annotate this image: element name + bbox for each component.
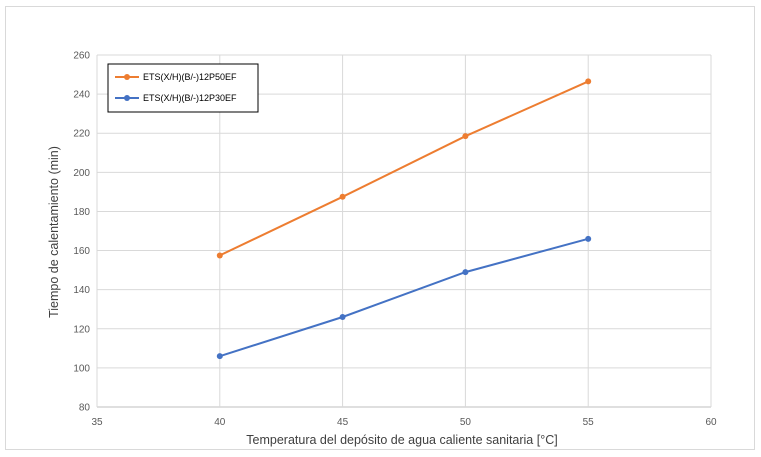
data-point xyxy=(339,193,346,200)
y-tick-label: 120 xyxy=(73,324,90,335)
x-tick-label: 60 xyxy=(705,417,717,428)
legend: ETS(X/H)(B/-)12P50EF ETS(X/H)(B/-)12P30EF xyxy=(107,63,259,113)
legend-label: ETS(X/H)(B/-)12P50EF xyxy=(143,72,237,82)
legend-item: ETS(X/H)(B/-)12P50EF xyxy=(115,72,237,82)
x-tick-label: 45 xyxy=(337,417,349,428)
x-tick-label: 35 xyxy=(91,417,103,428)
data-point xyxy=(462,269,469,276)
y-tick-label: 160 xyxy=(73,246,90,257)
axes: 80 100 120 140 160 180 200 220 240 260 35 40 45 50 55 6… xyxy=(73,51,717,429)
series-2 xyxy=(216,235,592,360)
legend-swatch-marker xyxy=(124,95,130,101)
y-tick-label: 80 xyxy=(79,403,91,414)
series-line xyxy=(219,237,589,358)
series-1 xyxy=(216,78,592,259)
data-point xyxy=(462,133,469,140)
legend-items: ETS(X/H)(B/-)12P50EF ETS(X/H)(B/-)12P30EF xyxy=(115,72,237,103)
x-tick-label: 50 xyxy=(460,417,472,428)
y-tick-label: 260 xyxy=(73,51,90,62)
x-axis-title: Temperatura del depósito de agua calient… xyxy=(246,433,557,447)
legend-swatch-marker xyxy=(124,74,130,80)
y-axis-title: Tiempo de calentamiento (min) xyxy=(47,146,61,318)
legend-box xyxy=(107,63,259,113)
series-layer xyxy=(216,78,592,360)
x-tick-label: 40 xyxy=(214,417,226,428)
legend-item: ETS(X/H)(B/-)12P30EF xyxy=(115,93,237,103)
legend-label: ETS(X/H)(B/-)12P30EF xyxy=(143,93,237,103)
data-point xyxy=(585,78,592,85)
y-tick-label: 100 xyxy=(73,363,90,374)
data-point xyxy=(585,235,592,242)
data-point xyxy=(339,314,346,321)
data-point xyxy=(216,353,223,360)
series-line xyxy=(219,80,589,257)
y-tick-label: 180 xyxy=(73,207,90,218)
y-tick-label: 140 xyxy=(73,285,90,296)
y-tick-label: 220 xyxy=(73,129,90,140)
x-tick-label: 55 xyxy=(583,417,595,428)
y-tick-label: 240 xyxy=(73,90,90,101)
data-point xyxy=(216,252,223,259)
y-tick-label: 200 xyxy=(73,168,90,179)
